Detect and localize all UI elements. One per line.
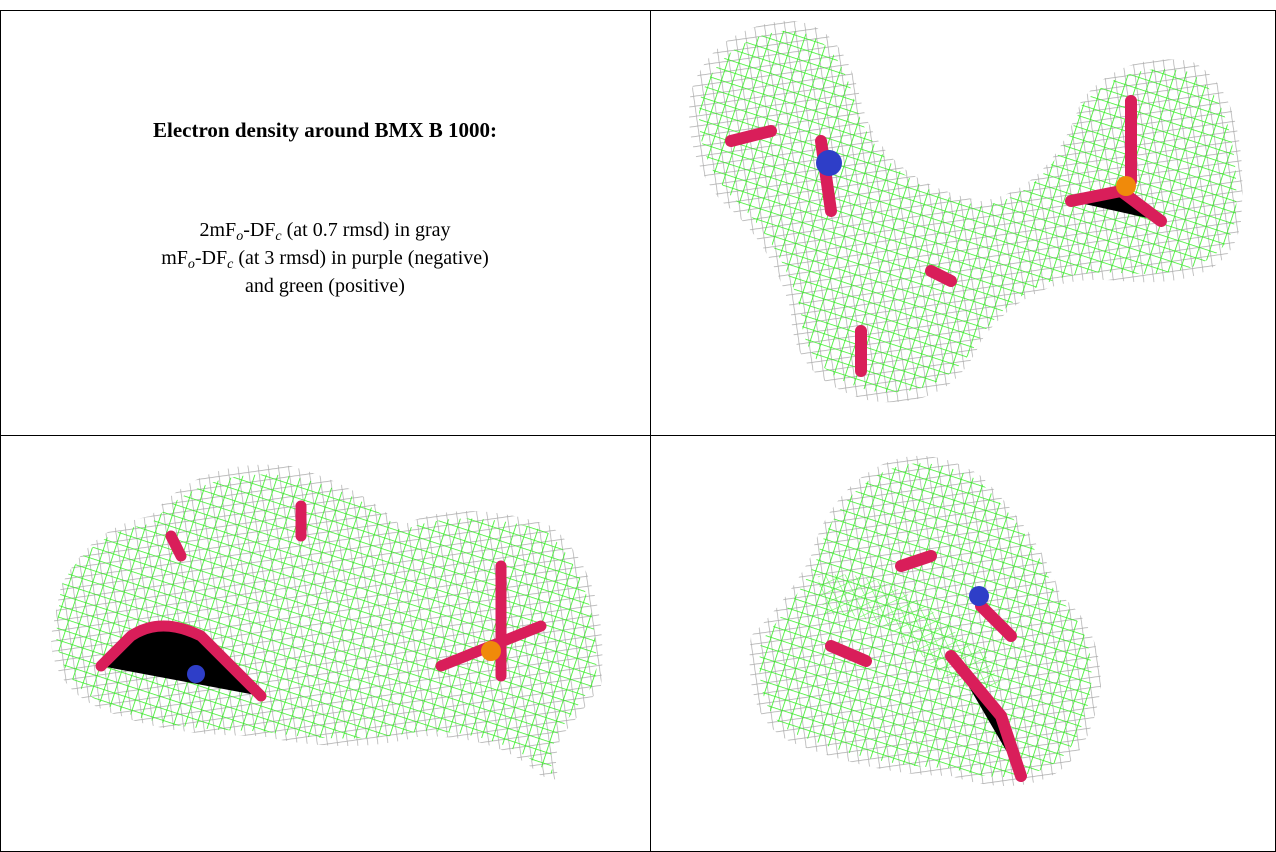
text: (at 3 rmsd) in purple (negative) xyxy=(233,247,489,269)
text: -DF xyxy=(194,247,228,269)
caption-title: Electron density around BMX B 1000: xyxy=(153,118,497,142)
density-image xyxy=(51,464,603,781)
subscript: c xyxy=(227,257,234,272)
subscript: o xyxy=(236,229,244,244)
text: (at 0.7 rmsd) in gray xyxy=(281,219,451,241)
caption-lines: 2mFo-DFc (at 0.7 rmsd) in gray mFo-DFc (… xyxy=(0,216,650,300)
subscript: o xyxy=(187,257,195,272)
density-image xyxy=(749,455,1101,786)
caption-cell: Electron density around BMX B 1000: 2mFo… xyxy=(0,10,650,435)
text: -DF xyxy=(243,219,276,241)
subscript: c xyxy=(275,229,282,244)
caption-line: 2mFo-DFc (at 0.7 rmsd) in gray xyxy=(0,216,650,244)
table-border xyxy=(0,435,1276,436)
caption-line: mFo-DFc (at 3 rmsd) in purple (negative) xyxy=(0,244,650,272)
caption-line: and green (positive) xyxy=(245,275,405,297)
table-border xyxy=(0,10,1,852)
text: mF xyxy=(161,247,188,269)
text: 2mF xyxy=(199,219,237,241)
table-border xyxy=(0,10,1276,11)
density-image xyxy=(689,20,1243,403)
table-border xyxy=(650,10,651,852)
